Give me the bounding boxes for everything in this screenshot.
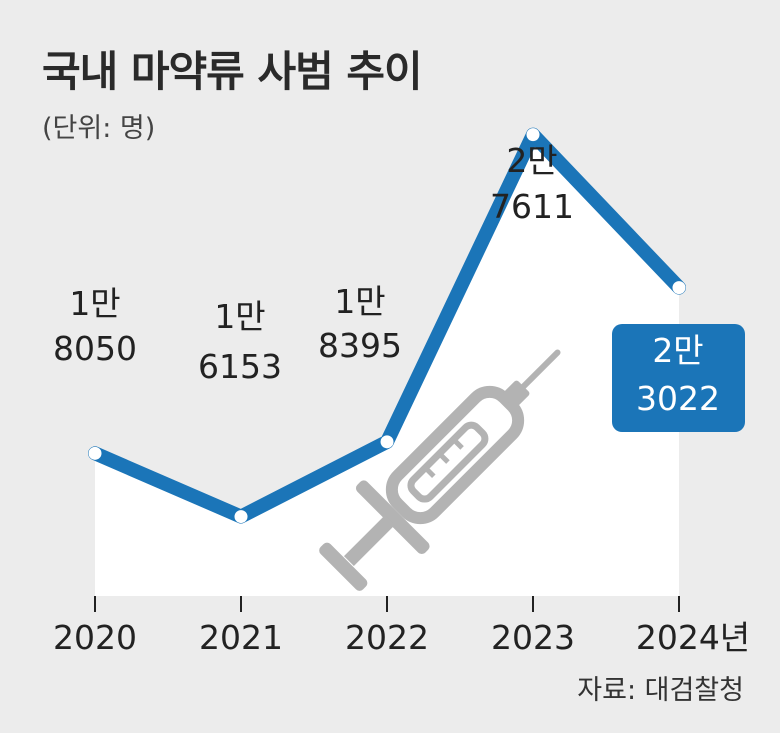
data-label-2021-rest: 6153 bbox=[198, 347, 282, 386]
data-label-2023-man: 2만 bbox=[506, 141, 557, 180]
data-label-2022-rest: 8395 bbox=[318, 326, 402, 365]
data-points bbox=[88, 128, 686, 524]
unit-label: (단위: 명) bbox=[42, 113, 156, 144]
data-point-2022 bbox=[380, 435, 394, 449]
source-note: 자료: 대검찰청 bbox=[577, 675, 744, 706]
x-label-0: 2020 bbox=[53, 618, 137, 657]
x-label-3: 2023 bbox=[491, 618, 575, 657]
data-label-2020-man: 1만 bbox=[69, 284, 120, 323]
x-label-2: 2022 bbox=[345, 618, 429, 657]
x-label-4: 2024년 bbox=[636, 618, 750, 657]
area-fill bbox=[95, 134, 679, 596]
x-axis-labels: 2020 2021 2022 2023 2024년 bbox=[53, 618, 750, 657]
data-labels: 1만 8050 1만 6153 1만 8395 2만 7611 2만 3022 bbox=[53, 141, 720, 418]
data-label-2021-man: 1만 bbox=[214, 297, 265, 336]
data-label-2022-man: 1만 bbox=[334, 282, 385, 321]
x-label-1: 2021 bbox=[199, 618, 283, 657]
x-axis-ticks bbox=[94, 596, 680, 612]
data-point-2024년 bbox=[672, 281, 686, 295]
data-point-2023 bbox=[526, 128, 540, 142]
highlight-value-box bbox=[612, 324, 745, 432]
chart-title: 국내 마약류 사범 추이 bbox=[42, 47, 423, 96]
data-label-2023-rest: 7611 bbox=[490, 187, 574, 226]
data-label-2020-rest: 8050 bbox=[53, 329, 137, 368]
data-point-2020 bbox=[88, 446, 102, 460]
data-label-2024년-rest: 3022 bbox=[636, 379, 720, 418]
syringe-icon bbox=[319, 349, 561, 591]
data-point-2021 bbox=[234, 510, 248, 524]
data-label-2024년-man: 2만 bbox=[652, 331, 703, 370]
